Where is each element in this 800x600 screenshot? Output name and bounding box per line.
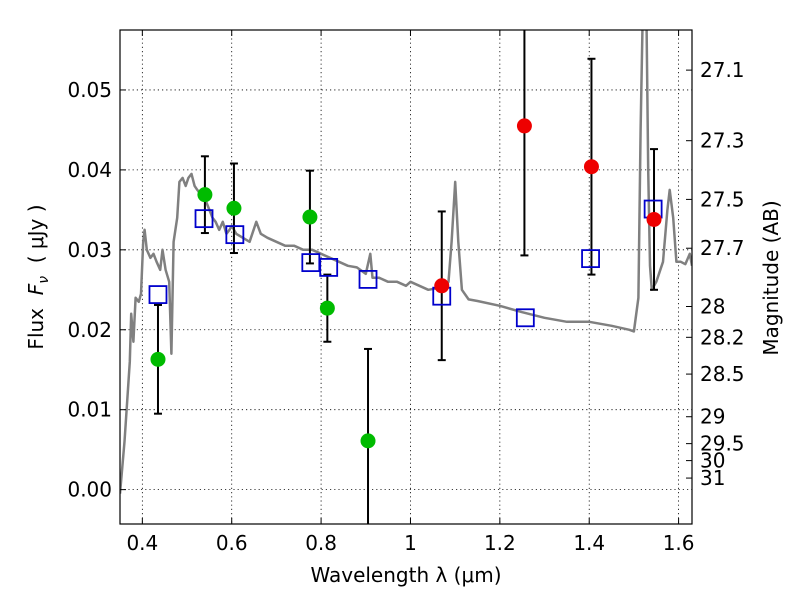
green-data-point (226, 201, 241, 216)
y-tick-label: 0.00 (67, 478, 112, 502)
magnitude-tick-label: 28 (700, 295, 725, 319)
x-tick-label: 0.4 (126, 531, 158, 555)
x-tick-label: 0.8 (305, 531, 337, 555)
magnitude-tick-label: 28.5 (700, 362, 745, 386)
magnitude-tick-label: 27.7 (700, 236, 745, 260)
x-tick-label: 1 (404, 531, 417, 555)
green-data-point (197, 187, 212, 202)
y-tick-label: 0.01 (67, 398, 112, 422)
x-tick-label: 1.4 (573, 531, 605, 555)
magnitude-tick-label: 27.1 (700, 58, 745, 82)
red-data-point (434, 278, 449, 293)
x-axis-title: Wavelength λ (μm) (310, 563, 501, 587)
red-data-point (647, 212, 662, 227)
magnitude-axis-title: Magnitude (AB) (759, 200, 783, 355)
magnitude-tick-label: 31 (700, 466, 725, 490)
red-data-point (517, 118, 532, 133)
x-tick-label: 1.2 (484, 531, 516, 555)
magnitude-tick-label: 27.5 (700, 187, 745, 211)
y-tick-label: 0.03 (67, 238, 112, 262)
y-tick-label: 0.02 (67, 318, 112, 342)
green-data-point (150, 352, 165, 367)
x-tick-label: 1.6 (663, 531, 695, 555)
y-tick-label: 0.04 (67, 158, 112, 182)
magnitude-tick-label: 29 (700, 405, 725, 429)
x-tick-label: 0.6 (216, 531, 248, 555)
y-axis-title: Flux Fν ( μJy ) (24, 204, 52, 349)
green-data-point (361, 433, 376, 448)
chart: 0.4 0.6 0.8 1 1.2 1.4 1.6 0.00 0.01 0.02 0.03 0.04 0… (0, 0, 800, 600)
y-tick-label: 0.05 (67, 78, 112, 102)
magnitude-tick-label: 28.2 (700, 325, 745, 349)
red-data-point (584, 159, 599, 174)
magnitude-tick-label: 27.3 (700, 129, 745, 153)
green-data-point (302, 210, 317, 225)
green-data-point (320, 301, 335, 316)
plot-background (120, 30, 692, 524)
